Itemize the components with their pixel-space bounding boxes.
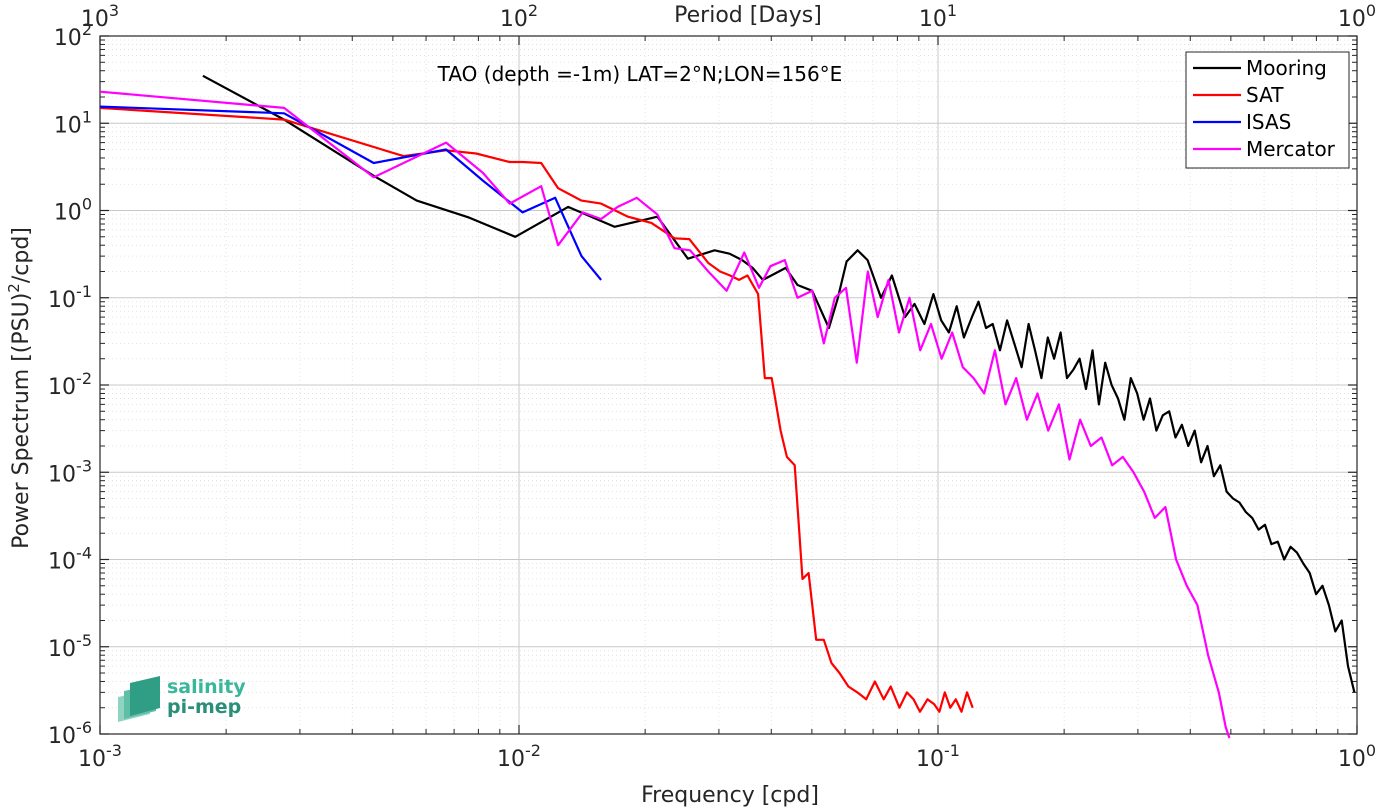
y-tick-label-base: 10: [48, 550, 76, 575]
x-tick-label: 10-3: [78, 741, 122, 772]
series-line-mercator: [99, 90, 1231, 739]
y-tick-label-exponent: 1: [82, 107, 92, 126]
x-tick-label-exponent: -3: [106, 741, 122, 760]
y-tick-label: 100: [54, 195, 92, 226]
y-tick-label-base: 10: [54, 26, 82, 51]
legend-label-mercator: Mercator: [1246, 137, 1336, 161]
legend-label-mooring: Mooring: [1246, 56, 1327, 80]
x-tick-label-base: 10: [1338, 747, 1366, 772]
x-tick-label-base: 10: [497, 747, 525, 772]
top-axis-tick-label: 102: [500, 1, 538, 32]
legend: Mooring SAT ISAS Mercator: [1185, 51, 1350, 169]
y-tick-label-base: 10: [54, 201, 82, 226]
x-tick-label-exponent: -1: [944, 741, 960, 760]
y-axis-title-main: Power Spectrum [(PSU): [9, 293, 34, 549]
y-tick-label: 10-2: [48, 369, 92, 400]
y-tick-label-exponent: 0: [82, 195, 92, 214]
top-axis-tick-label-base: 10: [1338, 7, 1366, 32]
top-axis-tick-label-base: 10: [81, 7, 109, 32]
y-tick-label-base: 10: [48, 724, 76, 749]
x-tick-label-exponent: 0: [1366, 741, 1376, 760]
y-tick-label-exponent: 2: [82, 20, 92, 39]
salinity-pi-mep-logo: salinity pi-mep: [118, 676, 246, 722]
x-tick-label: 10-1: [916, 741, 960, 772]
top-axis-tick-label-base: 10: [500, 7, 528, 32]
y-tick-label: 101: [54, 107, 92, 138]
y-tick-label-exponent: -5: [76, 631, 92, 650]
y-tick-label-base: 10: [48, 462, 76, 487]
x-tick-label-base: 10: [916, 747, 944, 772]
y-tick-label: 10-4: [48, 544, 92, 575]
top-axis-tick-label: 103: [81, 1, 119, 32]
logo-wave-front-icon: [130, 676, 160, 716]
legend-label-isas: ISAS: [1246, 110, 1291, 134]
top-axis-title: Period [Days]: [674, 3, 822, 28]
y-tick-label: 102: [54, 20, 92, 51]
top-axis-tick-label-exponent: 3: [109, 1, 119, 20]
y-tick-label-base: 10: [48, 375, 76, 400]
y-tick-label: 10-1: [48, 282, 92, 313]
y-tick-label-exponent: -2: [76, 369, 92, 388]
x-tick-label-exponent: -2: [525, 741, 541, 760]
series-layer: [99, 74, 1356, 739]
y-tick-label-exponent: -3: [76, 456, 92, 475]
y-tick-label: 10-3: [48, 456, 92, 487]
logo-text-salinity: salinity: [167, 676, 246, 698]
minor-grid: [100, 36, 1357, 734]
top-axis-tick-label-exponent: 2: [528, 1, 538, 20]
x-tick-label: 100: [1338, 741, 1376, 772]
y-tick-label-exponent: -6: [76, 718, 92, 737]
top-axis-tick-label-exponent: 0: [1366, 1, 1376, 20]
x-tick-label-base: 10: [78, 747, 106, 772]
y-tick-label-base: 10: [48, 288, 76, 313]
logo-text-pi-mep: pi-mep: [167, 696, 241, 718]
axis-ticks: [99, 35, 1358, 735]
y-axis-title-tail: /cpd]: [9, 227, 34, 283]
y-axis-title-superscript: 2: [5, 283, 23, 293]
y-axis-title: Power Spectrum [(PSU)2/cpd]: [5, 227, 34, 549]
y-tick-label-exponent: -1: [76, 282, 92, 301]
top-axis-tick-label-base: 10: [919, 7, 947, 32]
legend-label-sat: SAT: [1246, 83, 1284, 107]
y-tick-label-base: 10: [54, 113, 82, 138]
y-tick-label-base: 10: [48, 637, 76, 662]
y-tick-label-exponent: -4: [76, 544, 92, 563]
top-axis-tick-label: 100: [1338, 1, 1376, 32]
y-tick-label: 10-5: [48, 631, 92, 662]
series-line-mooring: [202, 74, 1356, 693]
x-tick-label: 10-2: [497, 741, 541, 772]
top-axis-tick-label-exponent: 1: [947, 1, 957, 20]
chart-annotation: TAO (depth =-1m) LAT=2°N;LON=156°E: [437, 62, 843, 86]
y-tick-label: 10-6: [48, 718, 92, 749]
series-line-sat: [99, 106, 974, 713]
x-axis-title: Frequency [cpd]: [641, 783, 819, 808]
top-axis-tick-label: 101: [919, 1, 957, 32]
